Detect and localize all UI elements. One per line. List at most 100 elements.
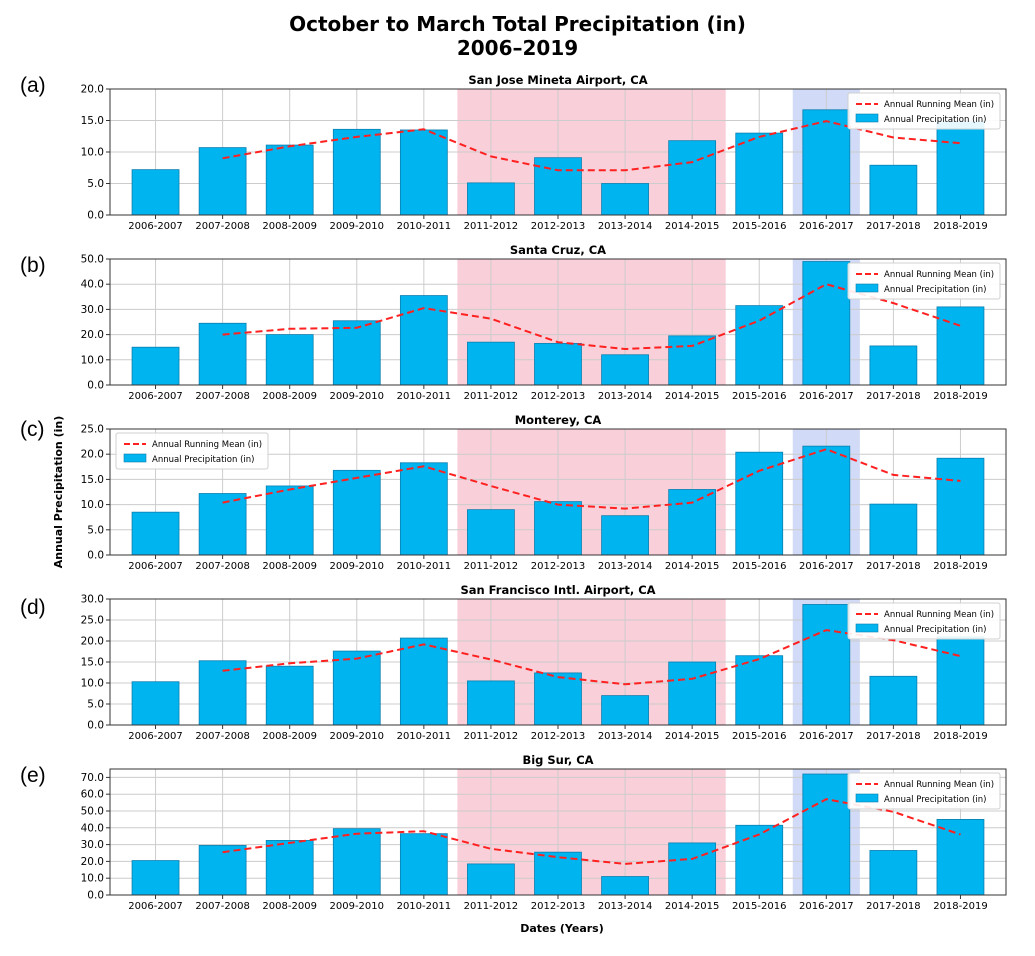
x-tick-label: 2012-2013 [531, 901, 586, 912]
x-tick-label: 2018-2019 [933, 731, 988, 742]
precip-bar-2018-2019 [936, 457, 985, 556]
panel-letter: (b) [20, 254, 46, 277]
precip-bar-2016-2017 [802, 109, 851, 216]
precip-bar-2008-2009 [265, 665, 314, 726]
x-tick-label: 2011-2012 [464, 221, 519, 232]
y-tick-label: 0.0 [87, 380, 104, 392]
x-tick-label: 2010-2011 [397, 561, 452, 572]
x-tick-label: 2016-2017 [799, 731, 854, 742]
x-tick-label: 2010-2011 [397, 901, 452, 912]
legend-label-precip: Annual Precipitation (in) [884, 625, 986, 635]
x-tick-label: 2016-2017 [799, 391, 854, 402]
precip-bar-2013-2014 [601, 876, 649, 896]
y-tick-label: 0.0 [87, 890, 104, 902]
x-tick-label: 2007-2008 [195, 731, 250, 742]
precip-bar-2007-2008 [198, 845, 247, 896]
y-tick-label: 10.0 [81, 499, 104, 511]
x-tick-label: 2018-2019 [933, 221, 988, 232]
y-tick-label: 10.0 [81, 354, 104, 366]
x-tick-label: 2012-2013 [531, 561, 586, 572]
y-tick-label: 0.0 [87, 210, 104, 222]
x-tick-label: 2014-2015 [665, 731, 720, 742]
legend: Annual Running Mean (in) Annual Precipita… [847, 262, 1001, 300]
x-tick-label: 2017-2018 [866, 561, 921, 572]
running-mean-line [222, 448, 961, 510]
legend-label-precip: Annual Precipitation (in) [884, 115, 986, 125]
x-tick-label: 2013-2014 [598, 901, 653, 912]
precip-bar-2017-2018 [869, 675, 918, 726]
figure-title-line1: October to March Total Precipitation (in… [289, 12, 746, 36]
y-tick-label: 40.0 [81, 822, 104, 834]
x-tick-label: 2015-2016 [732, 391, 787, 402]
y-tick-label: 25.0 [81, 424, 104, 436]
precip-bar-2014-2015 [668, 842, 717, 896]
y-tick-label: 5.0 [87, 178, 104, 190]
x-tick-label: 2008-2009 [262, 221, 317, 232]
x-tick-label: 2006-2007 [128, 221, 183, 232]
chart-panel-e: 0.0 10.0 20.0 30.0 40.0 50.0 60.0 70.0 2006-2007… [20, 753, 1007, 912]
y-tick-label: 15.0 [81, 657, 104, 669]
x-tick-label: 2009-2010 [330, 901, 385, 912]
running-mean-line [222, 798, 961, 865]
precip-bar-2016-2017 [802, 773, 851, 896]
panel-letter: (c) [20, 418, 45, 441]
precip-bar-2018-2019 [936, 819, 985, 896]
panel-title: Monterey, CA [515, 413, 602, 427]
x-tick-label: 2017-2018 [866, 391, 921, 402]
x-tick-label: 2011-2012 [464, 391, 519, 402]
precip-bar-2010-2011 [399, 462, 448, 556]
x-axis-title: Dates (Years) [520, 922, 604, 935]
precip-bar-2013-2014 [601, 183, 649, 216]
x-tick-label: 2016-2017 [799, 901, 854, 912]
precip-bar-2011-2012 [467, 863, 515, 896]
x-tick-label: 2015-2016 [732, 221, 787, 232]
y-tick-label: 10.0 [81, 678, 104, 690]
x-tick-label: 2008-2009 [262, 561, 317, 572]
chart-panel-c: 0.0 5.0 10.0 15.0 20.0 25.0 2006-2007 2007-2008… [20, 413, 1007, 572]
x-tick-label: 2009-2010 [330, 561, 385, 572]
precip-bar-2016-2017 [802, 604, 851, 726]
panel-letter: (e) [20, 764, 46, 787]
x-tick-label: 2014-2015 [665, 561, 720, 572]
x-tick-label: 2013-2014 [598, 221, 653, 232]
precip-bar-2009-2010 [332, 828, 381, 896]
precip-bar-2011-2012 [467, 341, 515, 386]
chart-panel-a: 0.0 5.0 10.0 15.0 20.0 2006-2007 2007-2008 2008… [20, 73, 1007, 232]
precip-bar-2015-2016 [735, 655, 784, 726]
legend-label-precip: Annual Precipitation (in) [152, 455, 254, 465]
precip-bar-2008-2009 [265, 144, 314, 216]
precip-bar-2009-2010 [332, 320, 381, 386]
x-tick-label: 2018-2019 [933, 561, 988, 572]
x-tick-label: 2012-2013 [531, 391, 586, 402]
panel-letter: (a) [20, 74, 46, 97]
x-tick-label: 2008-2009 [262, 391, 317, 402]
y-tick-label: 40.0 [81, 279, 104, 291]
precip-bar-2008-2009 [265, 334, 314, 386]
legend-label-mean: Annual Running Mean (in) [884, 100, 994, 110]
precip-bar-2009-2010 [332, 469, 381, 556]
precip-bar-2016-2017 [802, 261, 851, 386]
panel-title: Santa Cruz, CA [510, 243, 606, 257]
x-tick-label: 2009-2010 [330, 391, 385, 402]
precip-bar-2018-2019 [936, 636, 985, 726]
x-tick-label: 2015-2016 [732, 561, 787, 572]
running-mean-line [222, 283, 961, 351]
precip-bar-2012-2013 [534, 343, 582, 386]
x-tick-label: 2014-2015 [665, 221, 720, 232]
precip-bar-2015-2016 [735, 132, 784, 216]
precip-bar-2006-2007 [131, 860, 180, 896]
precip-bar-2017-2018 [869, 503, 918, 556]
precip-bar-2011-2012 [467, 509, 515, 556]
precip-bar-2012-2013 [534, 672, 582, 726]
x-tick-label: 2009-2010 [330, 731, 385, 742]
y-tick-label: 50.0 [81, 806, 104, 818]
x-tick-label: 2017-2018 [866, 731, 921, 742]
legend: Annual Running Mean (in) Annual Precipita… [847, 772, 1001, 810]
precip-bar-2009-2010 [332, 128, 381, 216]
precip-bar-2014-2015 [668, 661, 717, 726]
x-tick-label: 2018-2019 [933, 391, 988, 402]
panel-title: San Francisco Intl. Airport, CA [460, 583, 655, 597]
legend-box [115, 432, 269, 470]
x-tick-label: 2006-2007 [128, 561, 183, 572]
